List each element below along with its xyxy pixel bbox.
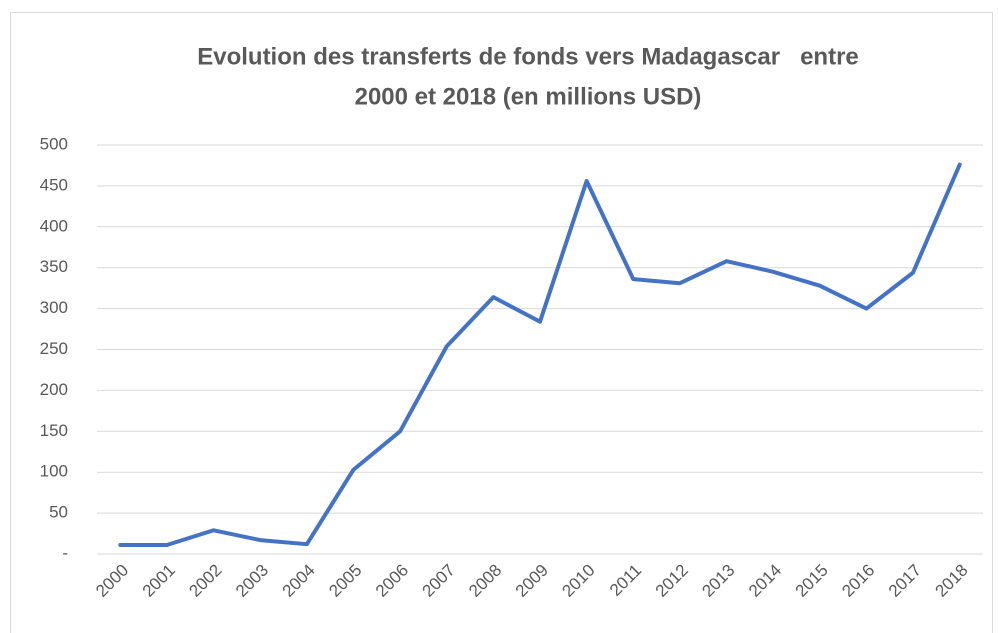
data-line: [118, 162, 962, 548]
chart-border: [10, 12, 993, 633]
y-tick-label: -: [62, 543, 68, 562]
y-tick-label: 300: [40, 298, 68, 317]
y-tick-label: 400: [40, 216, 68, 235]
y-tick-label: 50: [49, 503, 68, 522]
chart-title: 2000 et 2018 (en millions USD): [355, 83, 702, 110]
y-tick-label: 100: [40, 462, 68, 481]
y-tick-label: 250: [40, 339, 68, 358]
y-tick-label: 200: [40, 380, 68, 399]
y-tick-label: 350: [40, 257, 68, 276]
y-tick-label: 150: [40, 421, 68, 440]
chart-title: Evolution des transferts de fonds vers M…: [197, 43, 859, 70]
y-tick-label: 500: [40, 134, 68, 153]
y-tick-label: 450: [40, 175, 68, 194]
